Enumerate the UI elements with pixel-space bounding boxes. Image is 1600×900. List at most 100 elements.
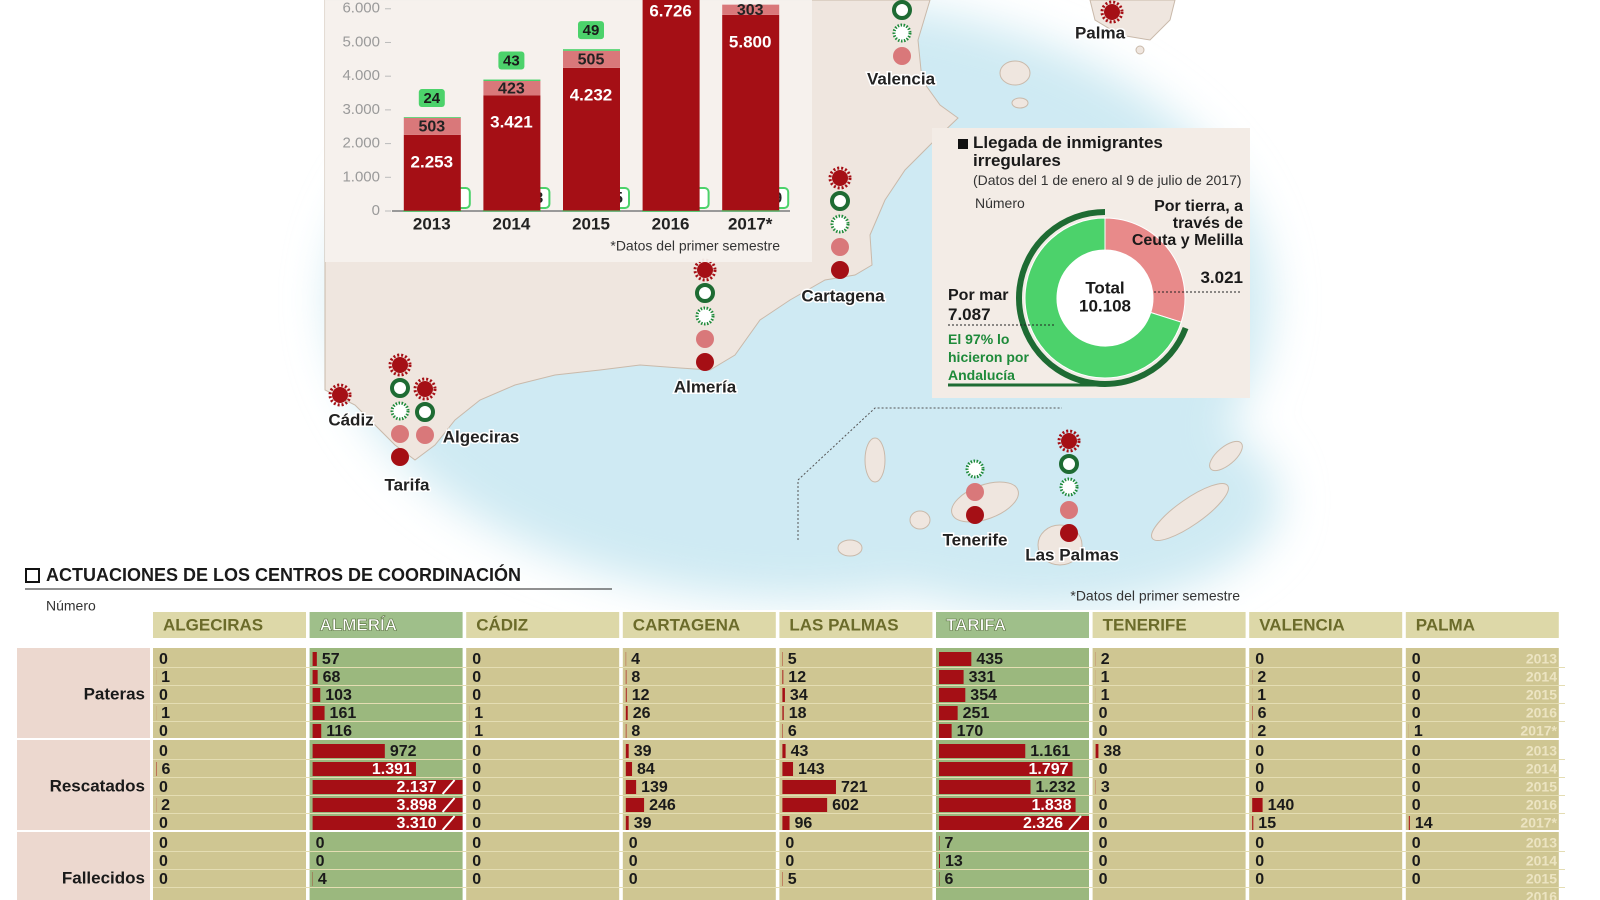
bar-segment <box>483 79 541 81</box>
cell-value: 96 <box>795 815 813 832</box>
group-cell <box>17 832 150 900</box>
group-cell <box>17 648 150 738</box>
column-body-bg <box>1249 646 1403 900</box>
column-header: VALENCIA <box>1259 615 1345 634</box>
bar-segment <box>403 117 461 135</box>
icon <box>828 166 852 190</box>
cell-value: 0 <box>159 743 168 760</box>
cell-bar <box>1252 816 1254 830</box>
icon <box>390 401 410 421</box>
cell-value: 0 <box>1412 835 1421 852</box>
cell-bar <box>625 762 633 776</box>
cell-value: 0 <box>1412 761 1421 778</box>
cell-value: 2 <box>1257 669 1266 686</box>
cell-value: 170 <box>957 723 984 740</box>
bar-segment <box>722 4 780 15</box>
y-tick-label: 5.000 <box>342 33 380 50</box>
title-marker <box>958 139 968 149</box>
city-label: Cartagena <box>801 286 885 305</box>
cell-value: 2.326 <box>1023 815 1063 832</box>
cell-bar <box>625 724 627 738</box>
bar-segment <box>403 210 462 212</box>
pie-category-label: Por tierra, a través de Ceuta y Melilla <box>1131 198 1243 249</box>
icon <box>328 383 352 407</box>
cell-value: 1 <box>1101 669 1110 686</box>
cell-value: 6 <box>788 723 797 740</box>
cell-bar <box>939 780 1031 794</box>
city-label: Las Palmas <box>1025 545 1119 564</box>
cell-value: 140 <box>1268 797 1295 814</box>
cell-value: 0 <box>1255 761 1264 778</box>
icon <box>697 262 713 278</box>
cell-bar <box>312 724 322 738</box>
x-tick-label: 2015 <box>572 214 610 233</box>
cell-value: 0 <box>159 779 168 796</box>
cell-bar <box>312 762 416 776</box>
cell-value: 0 <box>785 853 794 870</box>
label-box <box>578 21 604 40</box>
cell-bar <box>939 854 940 868</box>
cell-value: 0 <box>1255 743 1264 760</box>
y-tick-label: 0 <box>372 202 380 219</box>
icon <box>1100 0 1124 24</box>
data-label: 6.726 <box>649 2 692 21</box>
table-column: 000 <box>1099 835 1108 888</box>
cell-value: 0 <box>1099 797 1108 814</box>
cell-value: 0 <box>1099 815 1108 832</box>
center-label: Total <box>1085 278 1124 297</box>
cell-bar <box>939 836 940 850</box>
icon <box>415 402 435 422</box>
year-label: 2013 <box>1526 835 1557 851</box>
data-label: 503 <box>418 119 445 136</box>
cell-bar <box>1408 816 1410 830</box>
cell-value: 2 <box>161 797 170 814</box>
bar-segment <box>563 67 620 211</box>
cell-bar <box>939 762 1073 776</box>
table-column: 000 <box>629 835 638 888</box>
cell-bar <box>625 744 629 758</box>
cell-value: 39 <box>634 743 652 760</box>
column-header: ALMERÍA <box>320 615 397 634</box>
cell-value: 0 <box>1412 797 1421 814</box>
data-label: 43 <box>503 53 520 70</box>
cell-value: 0 <box>472 651 481 668</box>
group-separator <box>17 646 1567 648</box>
cell-value: 38 <box>1103 743 1121 760</box>
cell-value: 18 <box>789 705 807 722</box>
cell-value: 0 <box>629 871 638 888</box>
year-label: 2014 <box>1526 761 1557 777</box>
cell-bar <box>782 780 836 794</box>
cell-bar <box>312 744 385 758</box>
year-label: 2017* <box>1520 723 1557 739</box>
cell-value: 0 <box>159 815 168 832</box>
cell-value: 0 <box>785 835 794 852</box>
cell-value: 6 <box>944 871 953 888</box>
cell-value: 34 <box>790 687 808 704</box>
cell-value: 3.310 <box>397 815 437 832</box>
cell-bar <box>312 688 321 702</box>
icon <box>392 357 408 373</box>
island <box>1209 440 1243 472</box>
icon <box>695 306 715 326</box>
year-label: 2015 <box>1526 779 1557 795</box>
cell-value: 1 <box>474 705 483 722</box>
pie-category-label: Por mar <box>948 287 1009 304</box>
table-column: 004 <box>312 835 327 888</box>
icon <box>831 238 849 256</box>
bar-segment <box>403 117 461 118</box>
city-label: Almería <box>674 377 737 396</box>
data-label: 3.421 <box>490 113 533 132</box>
city-label: Tarifa <box>384 475 430 494</box>
column-header: ALGECIRAS <box>163 615 263 634</box>
cell-value: 0 <box>1412 687 1421 704</box>
cell-bar <box>625 706 628 720</box>
cell-value: 0 <box>472 779 481 796</box>
cell-value: 143 <box>798 761 825 778</box>
column-header-bg <box>936 612 1089 638</box>
year-label: 2015 <box>1526 687 1557 703</box>
icon <box>966 506 984 524</box>
